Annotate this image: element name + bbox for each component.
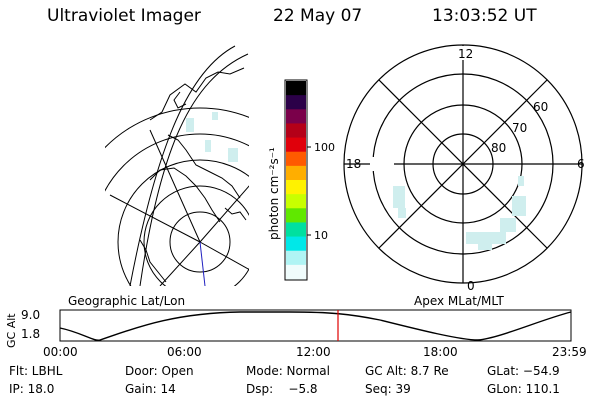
colorbar-band: [286, 137, 306, 153]
mlat-label-80: 80: [491, 141, 506, 155]
colorbar-band: [286, 222, 306, 238]
mlt-label-12: 12: [458, 47, 473, 61]
sub-sensor-line: [199, 241, 206, 286]
meridian-line: [199, 241, 249, 271]
meridian-line: [109, 194, 201, 243]
colorbar-band: [286, 81, 306, 96]
mlt-label-0: 0: [467, 279, 475, 293]
glon-info: GLon: 110.1: [487, 382, 560, 396]
coastline: [173, 91, 187, 109]
mlt-label-6: 6: [577, 157, 585, 171]
aurora-emission-polar: [393, 176, 526, 250]
time-tick-2359: 23:59: [552, 345, 587, 359]
glat-info: GLat: −54.9: [487, 364, 560, 378]
door-info: Door: Open: [125, 364, 194, 378]
colorbar: [286, 81, 306, 280]
time-tick-0000: 00:00: [43, 345, 78, 359]
colorbar-band: [286, 264, 306, 280]
image-time: 13:03:52 UT: [432, 6, 537, 26]
colorbar-band: [286, 236, 306, 252]
lat-circle: [169, 211, 231, 273]
apex-label: Apex MLat/MLT: [414, 294, 504, 308]
dsp-info: Dsp: −5.8: [246, 382, 318, 396]
colorbar-band: [286, 250, 306, 266]
geographic-map: [105, 45, 249, 286]
alt-tick-1.8: 1.8: [21, 327, 40, 341]
coastline: [149, 67, 245, 121]
coastline: [139, 239, 167, 283]
image-date: 22 May 07: [273, 6, 363, 26]
geographic-label: Geographic Lat/Lon: [68, 294, 185, 308]
colorbar-band: [286, 208, 306, 223]
coastline: [167, 134, 241, 199]
mode-info: Mode: Normal: [246, 364, 330, 378]
alt-tick-9: 9.0: [21, 308, 40, 322]
colorbar-tick-10: 10: [314, 229, 328, 242]
colorbar-band: [286, 95, 306, 110]
colorbar-band: [286, 165, 306, 181]
ip-info: IP: 18.0: [9, 382, 55, 396]
time-tick-1800: 18:00: [423, 345, 458, 359]
meridian-line: [159, 241, 201, 286]
meridian-line: [199, 185, 249, 243]
gc-alt-info: GC Alt: 8.7 Re: [365, 364, 449, 378]
alt-axis-label: GC Alt: [5, 313, 18, 348]
filter-info: Flt: LBHL: [9, 364, 63, 378]
altitude-strip-frame: [59, 309, 572, 342]
colorbar-unit: photon cm⁻²s⁻¹: [267, 147, 281, 240]
colorbar-band: [286, 123, 306, 139]
time-tick-1200: 12:00: [296, 345, 331, 359]
altitude-strip: [59, 309, 572, 342]
coastline: [224, 207, 247, 221]
seq-info: Seq: 39: [365, 382, 411, 396]
colorbar-frame: [284, 79, 308, 281]
altitude-curve: [59, 311, 572, 341]
coastline: [149, 167, 221, 223]
polar-plot: [343, 44, 583, 284]
meridian-line: [149, 129, 201, 243]
colorbar-band: [286, 180, 306, 195]
image-title: Ultraviolet Imager: [47, 6, 201, 26]
lat-circle: [105, 107, 249, 149]
lat-circle: [117, 159, 249, 286]
polar-axis: [378, 79, 548, 249]
time-tick-0600: 06:00: [167, 345, 202, 359]
earth-limb: [139, 53, 249, 286]
colorbar-tick-100: 100: [314, 141, 335, 154]
aurora-emission-left: [186, 112, 238, 162]
lat-circle: [143, 185, 249, 286]
mlat-label-70: 70: [512, 121, 527, 135]
mlt-label-18: 18: [346, 157, 361, 171]
earth-limb-inner: [129, 45, 236, 286]
lat-circle: [105, 133, 249, 192]
mlat-label-60: 60: [533, 100, 548, 114]
gain-info: Gain: 14: [125, 382, 176, 396]
colorbar-band: [286, 109, 306, 124]
colorbar-band: [286, 194, 306, 209]
colorbar-band: [286, 151, 306, 167]
